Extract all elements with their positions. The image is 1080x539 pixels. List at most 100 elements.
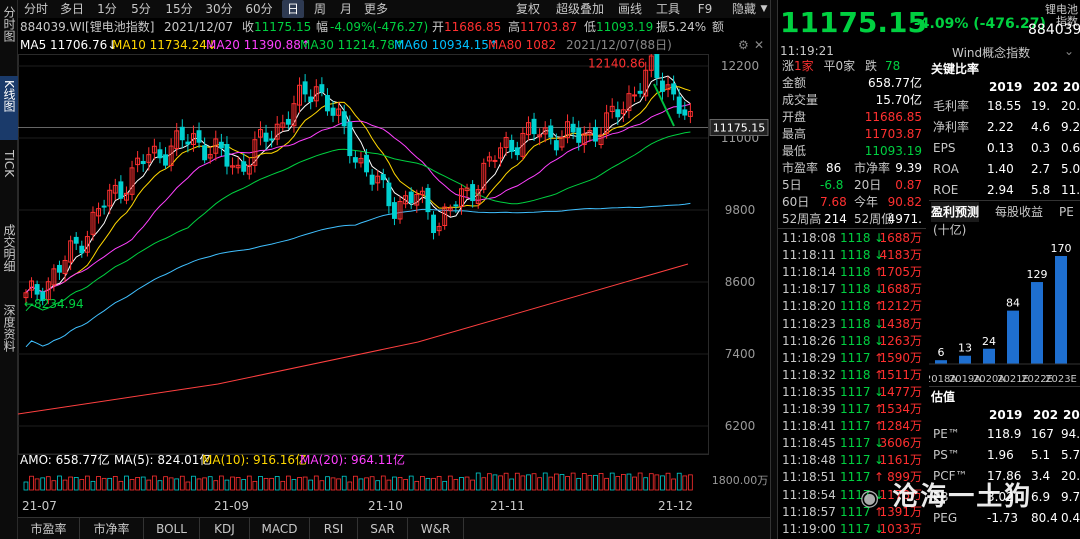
tools-button[interactable]: 工具 <box>655 2 680 16</box>
volume-bar <box>313 475 319 491</box>
table-cell: 2.22 <box>987 120 1014 134</box>
tab-pb[interactable]: 市净率 <box>80 518 144 539</box>
candle <box>263 124 269 150</box>
tick-row: 11:18:26 1118 ↓ 1263万 <box>782 333 924 350</box>
period-60min[interactable]: 60分 <box>245 2 273 16</box>
candle <box>553 133 559 156</box>
candle-body <box>347 121 353 157</box>
volume-bar <box>325 476 330 491</box>
period-month[interactable]: 月 <box>339 2 352 16</box>
candle <box>475 184 481 209</box>
tab-trade-detail[interactable]: 成交明细 <box>0 220 18 296</box>
info-open-label: 开 <box>432 20 445 34</box>
period-multiday[interactable]: 多日 <box>59 2 84 16</box>
tab-kdj[interactable]: KDJ <box>200 518 250 539</box>
candle <box>191 125 196 152</box>
candle-body <box>213 138 219 154</box>
candle <box>369 169 375 191</box>
table-header-cell: 2019 <box>989 80 1023 94</box>
volume-bar <box>364 477 369 491</box>
f9-button[interactable]: F9 <box>697 2 713 16</box>
current-price-tag: 11175.15 <box>713 121 766 134</box>
volume-bar <box>274 476 280 491</box>
period-15min[interactable]: 15分 <box>165 2 193 16</box>
tab-intraday[interactable]: 分时图 <box>0 2 18 74</box>
volume-bar <box>403 479 408 491</box>
tab-rsi[interactable]: RSI <box>310 518 358 539</box>
volume-axis-label: 1800.00万 <box>712 474 769 487</box>
ma60-value: MA60 10934.15↑ <box>394 38 499 52</box>
tab-tick[interactable]: TICK <box>0 146 18 216</box>
candle <box>643 61 649 102</box>
tab-kline[interactable]: K线图 <box>0 76 18 140</box>
adjust-button[interactable]: 复权 <box>515 2 540 16</box>
hide-button[interactable]: 隐藏 <box>731 2 756 16</box>
tab-label: 分时图 <box>2 6 16 42</box>
tick-price: 1118 <box>840 248 871 263</box>
tab-boll[interactable]: BOLL <box>144 518 200 539</box>
volume-bar <box>464 476 470 491</box>
tab-pe[interactable]: 市盈率 <box>18 518 80 539</box>
tick-price: 1117 <box>840 436 871 451</box>
period-day[interactable]: 日 <box>282 0 304 18</box>
candle <box>593 119 598 147</box>
tab-profit-forecast[interactable]: 盈利预测 <box>931 202 980 222</box>
table-row: PE™ 118.9 167 94. <box>929 424 1080 444</box>
tab-depth-info[interactable]: 深度资料 <box>0 300 18 376</box>
candle <box>129 160 135 201</box>
close-icon[interactable]: ✕ <box>754 38 765 52</box>
overlay-button[interactable]: 超级叠加 <box>555 2 604 16</box>
tab-eps[interactable]: 每股收益 <box>995 205 1044 219</box>
candle <box>587 122 593 143</box>
kline-chart[interactable]: 1220011000980086007400620011175.1512140.… <box>18 54 770 494</box>
chevron-down-icon[interactable]: ▼ <box>760 4 768 14</box>
tab-wr[interactable]: W&R <box>408 518 464 539</box>
table-cell: -1.73 <box>987 511 1019 525</box>
volume-bar <box>280 480 286 491</box>
info-chg: -4.09%(-476.27) <box>330 20 429 34</box>
candle <box>414 189 420 213</box>
quote-row-label: 最低 <box>782 144 807 158</box>
panel-divider[interactable] <box>770 0 778 539</box>
profit-value-label: 24 <box>982 335 996 348</box>
volume-bar <box>436 476 442 491</box>
candle <box>224 136 230 175</box>
candle-body <box>654 54 660 78</box>
tab-macd[interactable]: MACD <box>250 518 310 539</box>
volume-bar <box>682 475 688 491</box>
settings-icon[interactable]: ⚙ <box>738 38 749 52</box>
draw-line-button[interactable]: 画线 <box>617 2 642 16</box>
candle-body <box>269 138 275 141</box>
tab-pe-forecast[interactable]: PE <box>1059 205 1074 219</box>
tick-row: 11:18:54 1117 ↓ 1178万 <box>782 487 924 504</box>
tab-sar[interactable]: SAR <box>358 518 408 539</box>
info-low: 11093.19 <box>596 20 654 34</box>
candle-body <box>436 226 442 232</box>
period-intraday[interactable]: 分时 <box>23 2 48 16</box>
period-1min[interactable]: 1分 <box>97 2 117 16</box>
candle-body <box>598 134 604 146</box>
candle-body <box>336 108 342 116</box>
volume-bar <box>487 473 492 491</box>
period-more[interactable]: 更多 <box>363 2 388 16</box>
volume-bar <box>397 477 403 491</box>
tick-volume: 1263万 <box>879 333 922 348</box>
tick-price: 1117 <box>840 453 871 468</box>
candle-body <box>632 94 637 97</box>
candle-body <box>587 130 593 136</box>
y-tick-label: 7400 <box>725 347 756 361</box>
candle <box>604 104 610 139</box>
period-week[interactable]: 周 <box>313 2 326 16</box>
candle-body <box>447 207 453 211</box>
candle <box>660 72 665 100</box>
period-30min[interactable]: 30分 <box>205 2 233 16</box>
period-5min[interactable]: 5分 <box>131 2 151 16</box>
candle <box>202 137 208 164</box>
volume-bar <box>353 475 358 491</box>
ma80-value: MA80 1082 <box>488 38 557 52</box>
ma5-value: MA5 11706.76↓ <box>20 38 118 52</box>
table-row: ROA 1.40 2.7 5.0 <box>929 159 1080 179</box>
chevron-down-icon[interactable]: ⌄ <box>1064 44 1075 58</box>
volume-bar <box>481 477 487 491</box>
volume-bar <box>269 477 274 491</box>
